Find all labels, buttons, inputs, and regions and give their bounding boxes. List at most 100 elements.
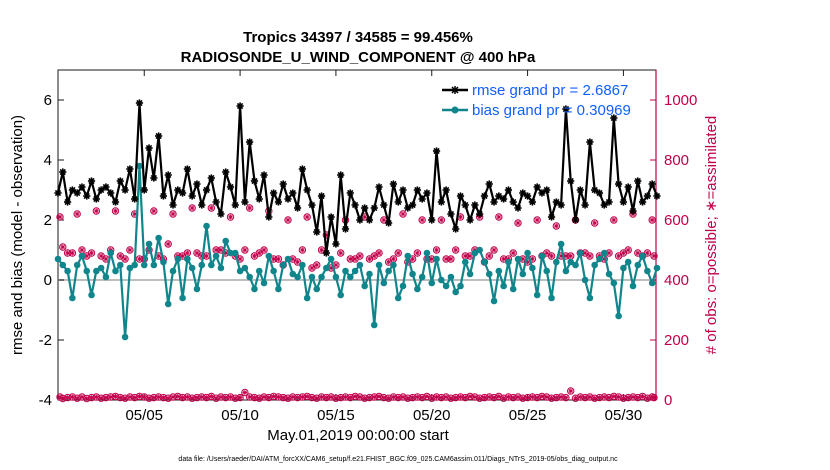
bias-point	[265, 252, 273, 260]
obs-possible-point	[293, 258, 302, 266]
obs-count-point	[547, 394, 556, 402]
obs-assimilated-point	[252, 253, 257, 259]
obs-count-asterisk	[651, 395, 657, 400]
bias-point	[164, 300, 172, 308]
obs-assimilated-point	[256, 250, 262, 256]
y-tick-label: -2	[39, 332, 52, 349]
x-tick-label: 05/10	[221, 407, 259, 424]
rmse-point	[241, 198, 249, 206]
bias-point	[629, 282, 637, 290]
y2-tick-label: 400	[664, 272, 689, 289]
obs-count-point	[595, 393, 604, 402]
obs-possible-point	[188, 204, 196, 212]
bias-point	[303, 294, 311, 302]
bias-point	[490, 297, 498, 305]
bias-point	[409, 270, 416, 278]
bias-point	[533, 291, 541, 299]
obs-possible-point	[586, 252, 594, 260]
y2-tick-label: 800	[664, 152, 689, 169]
bias-point	[83, 267, 91, 275]
rmse-point	[418, 195, 426, 203]
obs-possible-point	[552, 222, 561, 230]
bias-point	[73, 261, 81, 269]
rmse-point	[188, 192, 196, 200]
bias-point	[169, 267, 177, 275]
rmse-point	[466, 216, 474, 224]
rmse-point	[399, 186, 407, 194]
obs-possible-point	[274, 255, 283, 263]
obs-assimilated-point	[117, 253, 123, 259]
obs-assimilated-point	[362, 214, 368, 220]
bias-point	[447, 273, 455, 281]
rmse-point	[514, 204, 522, 212]
rmse-point	[174, 186, 182, 194]
bias-point	[112, 267, 119, 275]
obs-possible-point	[413, 249, 422, 257]
obs-assimilated-point	[285, 217, 291, 223]
obs-assimilated-point	[295, 259, 300, 265]
obs-assimilated-point	[544, 250, 550, 256]
rmse-point	[619, 198, 628, 206]
rmse-point	[298, 165, 306, 173]
obs-possible-point	[313, 261, 321, 269]
obs-possible-point	[485, 252, 493, 260]
rmse-point	[380, 201, 388, 209]
y-tick-label: 4	[44, 152, 52, 169]
obs-assimilated-point	[151, 208, 157, 214]
obs-assimilated-point	[529, 256, 535, 262]
rmse-point	[528, 198, 536, 206]
obs-possible-point	[87, 249, 96, 257]
obs-assimilated-point	[113, 208, 118, 214]
rmse-point	[624, 183, 632, 191]
obs-assimilated-point	[352, 256, 358, 262]
rmse-point	[121, 186, 129, 194]
bias-point	[548, 294, 555, 302]
bias-point	[337, 291, 345, 299]
bias-point	[596, 255, 603, 263]
obs-count-point	[169, 393, 177, 401]
rmse-point	[408, 201, 417, 209]
rmse-point	[476, 210, 484, 218]
obs-assimilated-point	[242, 247, 248, 253]
obs-assimilated-point	[367, 256, 372, 262]
bias-point	[457, 282, 464, 290]
obs-assimilated-point	[587, 253, 593, 259]
obs-count-point	[269, 392, 278, 401]
obs-assimilated-point	[486, 253, 492, 259]
rmse-point	[102, 183, 110, 191]
obs-assimilated-point	[386, 259, 392, 265]
rmse-point	[313, 228, 321, 236]
x-axis: 05/05 05/10 05/15 05/20 05/25 05/30	[125, 70, 642, 424]
rmse-point	[145, 144, 153, 152]
rmse-point	[356, 216, 364, 224]
bias-point	[93, 267, 100, 275]
bias-point	[394, 294, 402, 302]
data-file-footnote: data file: /Users/raeder/DAI/ATM_forcXX/…	[178, 456, 618, 463]
obs-assimilated-point	[93, 208, 99, 214]
rmse-point	[442, 186, 450, 194]
obs-count-point	[557, 393, 565, 401]
obs-possible-point	[447, 255, 455, 263]
rmse-point	[413, 186, 421, 194]
bias-point	[184, 255, 191, 263]
obs-assimilated-point	[194, 250, 200, 256]
obs-count-asterisk	[362, 395, 368, 401]
bias-point	[567, 258, 575, 266]
obs-count-point	[317, 393, 326, 401]
bias-point	[375, 261, 383, 269]
bias-point	[289, 270, 297, 278]
rmse-point	[236, 102, 244, 110]
obs-count-point	[193, 393, 201, 402]
bias-point	[505, 258, 512, 266]
rmse-point	[308, 201, 316, 209]
obs-count-point	[576, 393, 584, 401]
obs-assimilated-point	[625, 247, 631, 253]
bias-point	[107, 249, 115, 257]
obs-assimilated-point	[376, 250, 382, 256]
rmse-point	[365, 216, 374, 224]
bias-point	[217, 264, 225, 272]
rmse-point	[452, 225, 460, 233]
obs-count-point	[552, 393, 561, 402]
rmse-point	[552, 198, 560, 206]
obs-assimilated-point	[57, 214, 63, 220]
